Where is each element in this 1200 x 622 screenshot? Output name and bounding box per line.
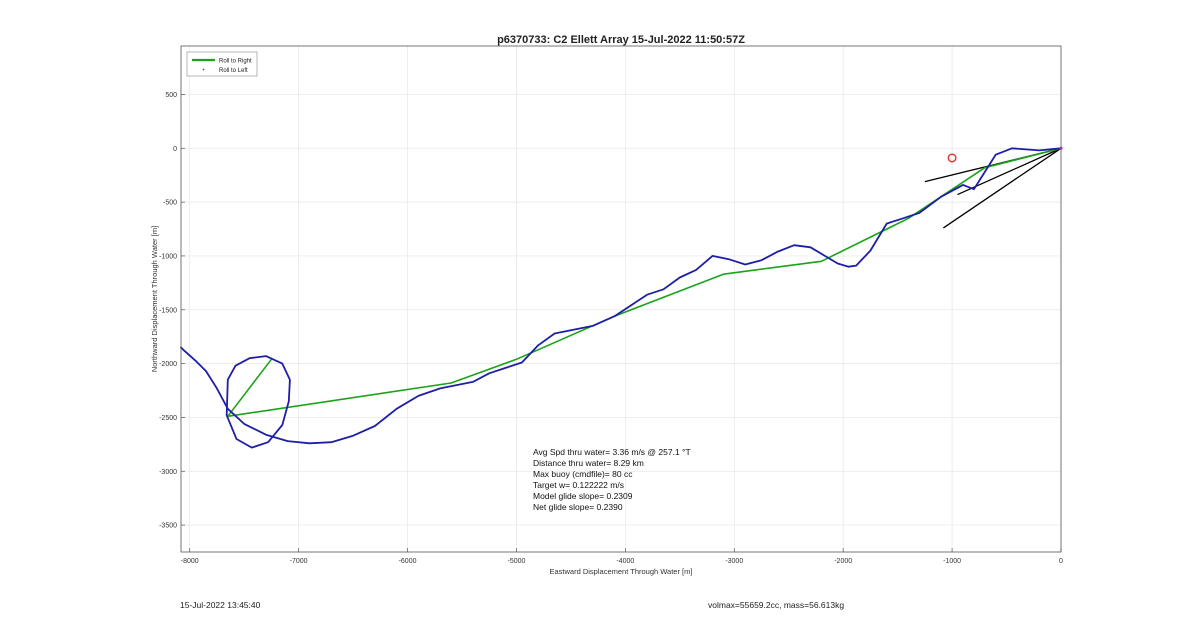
stat-net-glide: Net glide slope= 0.2390 — [533, 502, 623, 512]
y-tick-label: -500 — [163, 200, 177, 207]
legend-label-roll-left: Roll to Left — [219, 68, 248, 74]
legend: Roll to Right Roll to Left — [186, 51, 258, 77]
legend-box — [186, 51, 258, 77]
x-tick-label: -7000 — [290, 558, 308, 565]
stat-avg-speed: Avg Spd thru water= 3.36 m/s @ 257.1 °T — [533, 447, 691, 457]
x-tick-label: -3000 — [725, 558, 743, 565]
footer-timestamp: 15-Jul-2022 13:45:40 — [180, 600, 261, 610]
stats-annotation: Avg Spd thru water= 3.36 m/s @ 257.1 °T … — [533, 447, 691, 512]
footer-mass-info: volmax=55659.2cc, mass=56.613kg — [708, 600, 845, 610]
y-tick-label: -3000 — [159, 469, 177, 476]
x-tick-label: -2000 — [834, 558, 852, 565]
wedge-ray — [957, 147, 1062, 196]
series-roll-to-right — [227, 147, 1062, 418]
grid-lines — [181, 46, 1062, 552]
x-axis-label: Eastward Displacement Through Water [m] — [550, 567, 693, 576]
x-tick-label: -4000 — [616, 558, 634, 565]
y-tick-label: 0 — [173, 146, 177, 153]
y-axis-label: Northward Displacement Through Water [m] — [150, 226, 159, 372]
chart-title: p6370733: C2 Ellett Array 15-Jul-2022 11… — [497, 34, 745, 46]
y-tick-label: 500 — [165, 92, 177, 99]
y-tick-label: -2500 — [159, 415, 177, 422]
series-track-loop — [225, 355, 291, 449]
y-tick-label: -3500 — [159, 523, 177, 530]
x-tick-label: -6000 — [399, 558, 417, 565]
series-track — [180, 147, 1062, 445]
marker-circle — [947, 153, 957, 163]
series-layer — [180, 146, 1063, 449]
plot-frame — [180, 45, 1062, 553]
stat-distance: Distance thru water= 8.29 km — [533, 458, 644, 468]
legend-label-roll-right: Roll to Right — [219, 59, 252, 65]
x-tick-label: -8000 — [181, 558, 199, 565]
x-tick-label: -1000 — [943, 558, 961, 565]
y-tick-label: -1000 — [159, 253, 177, 260]
y-tick-label: -2000 — [159, 361, 177, 368]
x-tick-label: 0 — [1059, 558, 1063, 565]
stat-target-w: Target w= 0.122222 m/s — [533, 480, 624, 490]
y-tick-label: -1500 — [159, 307, 177, 314]
stat-model-glide: Model glide slope= 0.2309 — [533, 491, 633, 501]
x-tick-label: -5000 — [507, 558, 525, 565]
wedge-ray — [943, 147, 1062, 229]
legend-swatch-roll-left — [202, 68, 205, 71]
axes-frame: -8000 -7000 -6000 -5000 -4000 -3000 -2000 -1000… — [159, 45, 1063, 565]
stat-max-buoy: Max buoy (cmdfile)= 80 cc — [533, 469, 633, 479]
